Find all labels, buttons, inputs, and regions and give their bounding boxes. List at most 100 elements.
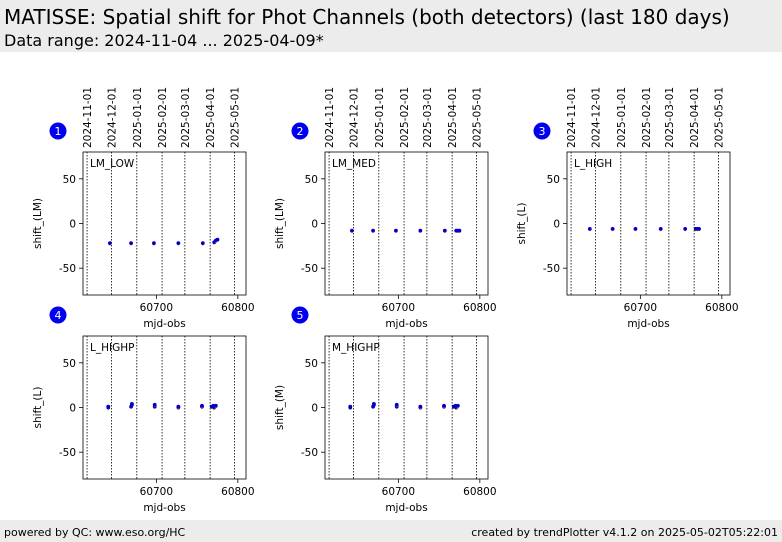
panel-badge-number: 5 [297, 309, 304, 322]
x-axis-label: mjd-obs [627, 318, 669, 330]
x-tick-label: 60800 [221, 302, 254, 314]
data-point [442, 228, 447, 233]
data-point [176, 404, 181, 409]
y-tick-label: 0 [311, 403, 318, 415]
y-tick-label: -50 [59, 263, 76, 275]
footer-credit: powered by QC: www.eso.org/HC [4, 526, 186, 539]
x-tick-label: 60800 [463, 302, 496, 314]
data-point [213, 403, 218, 408]
date-guide-label: 2025-04-01 [205, 87, 217, 148]
data-point [152, 402, 157, 407]
panel-badge-number: 1 [55, 125, 62, 138]
page-title: MATISSE: Spatial shift for Phot Channels… [4, 5, 730, 29]
data-point [371, 228, 375, 233]
chart-panel-2: 2024-11-01 2024-12-01 2025-01-01 2025-02-01… [274, 87, 497, 330]
x-tick-label: 60800 [463, 486, 496, 498]
x-tick-label: 60700 [382, 302, 415, 314]
date-guide-label: 2024-12-01 [349, 87, 361, 148]
x-tick-label: 60700 [624, 302, 657, 314]
data-point [683, 226, 688, 231]
date-guide-label: 2025-04-01 [689, 87, 701, 148]
date-guide-label: 2025-05-01 [714, 87, 726, 148]
y-tick-label: -50 [301, 447, 318, 459]
panel-badge [291, 122, 309, 140]
footer: powered by QC: www.eso.org/HC created by… [0, 520, 782, 542]
panel-badge [49, 122, 67, 140]
y-axis-label: shift_(L) [32, 387, 44, 429]
x-tick-label: 60800 [221, 486, 254, 498]
date-guide-label: 2025-02-01 [641, 87, 653, 148]
date-guide-label: 2025-02-01 [157, 87, 169, 148]
chart-panel-1: 2024-11-01 2024-12-01 2025-01-01 2025-02-01… [32, 87, 255, 330]
y-tick-label: 0 [69, 403, 76, 415]
y-axis-label: shift_(M) [274, 385, 286, 430]
chart-panel-4: 50 0 -50 60700 60800 mjd-obs shift_(L) L_HIGHP 4 [32, 306, 255, 514]
date-guide-label: 2025-01-01 [616, 87, 628, 148]
y-axis-label: shift_(LM) [32, 198, 44, 249]
panel-badge [533, 122, 551, 140]
y-tick-label: -50 [301, 263, 318, 275]
data-point [200, 403, 204, 408]
data-point [215, 237, 220, 242]
date-guide-label: 2025-03-01 [180, 87, 192, 148]
date-guide-label: 2025-05-01 [472, 87, 484, 148]
date-guide-label: 2025-05-01 [230, 87, 242, 148]
panel-label: M_HIGHP [332, 342, 380, 354]
data-point [610, 226, 615, 231]
panel-label: L_HIGH [574, 158, 612, 170]
panel-badge [49, 306, 67, 324]
x-axis-label: mjd-obs [143, 502, 185, 514]
data-point [129, 404, 133, 409]
date-guide-label: 2025-01-01 [374, 87, 386, 148]
data-point [129, 241, 133, 246]
data-point [394, 228, 398, 233]
plot-frame [82, 151, 247, 296]
date-guide-label: 2024-11-01 [82, 87, 94, 148]
date-guide-label: 2024-12-01 [107, 87, 119, 148]
panel-badge-number: 4 [55, 309, 62, 322]
panel-label: LM_MED [332, 158, 376, 170]
data-point [176, 241, 181, 246]
y-tick-label: 50 [547, 174, 560, 186]
y-tick-label: -50 [59, 447, 76, 459]
data-point [658, 226, 663, 231]
date-guide-label: 2025-03-01 [664, 87, 676, 148]
y-tick-label: 50 [63, 358, 76, 370]
y-axis-label: shift_(L) [516, 203, 528, 245]
chart-panel-5: 50 0 -50 60700 60800 mjd-obs shift_(M) M_HIGHP 5 [274, 306, 497, 514]
plot-frame [324, 151, 489, 296]
y-axis-label: shift_(LM) [274, 198, 286, 249]
data-point [348, 405, 353, 410]
panel-badge [291, 306, 309, 324]
data-point [152, 241, 156, 246]
data-point [371, 404, 375, 409]
data-point [587, 226, 592, 231]
data-point [697, 226, 701, 231]
x-axis-label: mjd-obs [385, 318, 427, 330]
y-tick-label: 50 [305, 358, 318, 370]
date-guide-label: 2025-01-01 [132, 87, 144, 148]
date-guide-label: 2024-11-01 [324, 87, 336, 148]
x-tick-label: 60700 [140, 302, 173, 314]
x-tick-label: 60800 [705, 302, 738, 314]
data-point [633, 226, 638, 231]
date-guide-label: 2025-03-01 [422, 87, 434, 148]
header: MATISSE: Spatial shift for Phot Channels… [0, 0, 782, 52]
data-point [200, 241, 205, 246]
plot-frame [566, 151, 731, 296]
y-tick-label: 0 [311, 219, 318, 231]
x-tick-label: 60700 [382, 486, 415, 498]
panel-badge-number: 2 [297, 125, 304, 138]
date-guide-label: 2025-02-01 [399, 87, 411, 148]
page-subtitle: Data range: 2024-11-04 ... 2025-04-09* [4, 31, 324, 50]
data-point [349, 228, 354, 233]
data-point [418, 404, 423, 409]
y-tick-label: 0 [553, 219, 560, 231]
chart-panel-3: 2024-11-01 2024-12-01 2025-01-01 2025-02-01… [516, 87, 739, 330]
x-axis-label: mjd-obs [143, 318, 185, 330]
panel-label: LM_LOW [90, 158, 135, 170]
footer-timestamp: created by trendPlotter v4.1.2 on 2025-0… [471, 526, 778, 539]
x-axis-label: mjd-obs [385, 502, 427, 514]
data-point [418, 228, 423, 233]
